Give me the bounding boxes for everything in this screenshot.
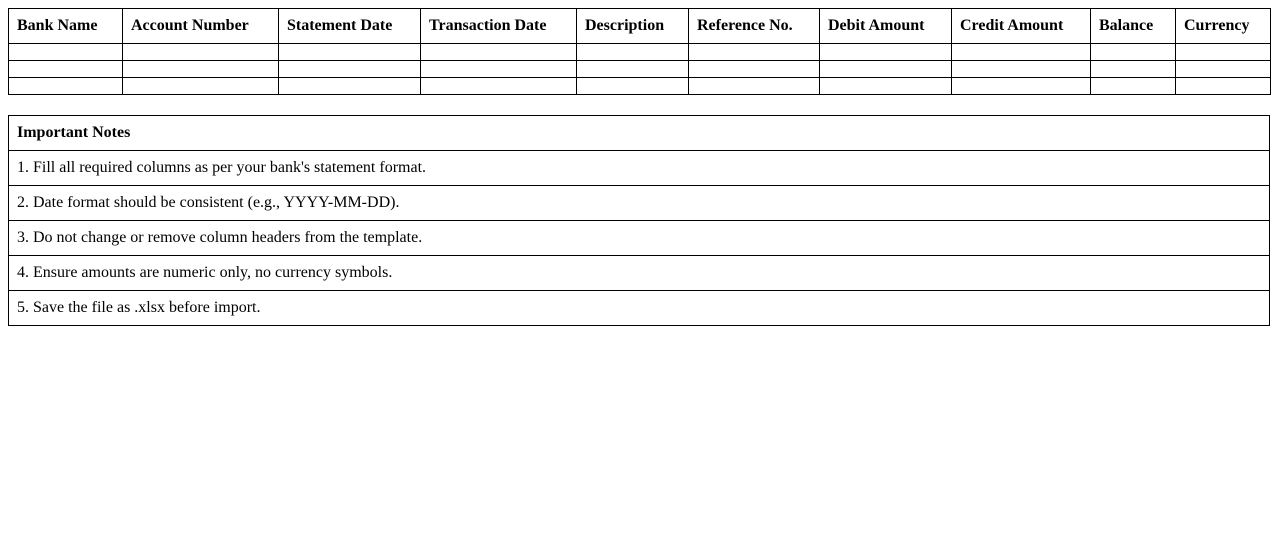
empty-cell — [688, 43, 820, 61]
empty-cell — [819, 60, 952, 78]
empty-data-row — [8, 60, 1271, 78]
note-row: 3. Do not change or remove column header… — [8, 220, 1270, 256]
empty-cell — [420, 43, 577, 61]
important-notes-table: Important Notes 1. Fill all required col… — [8, 115, 1270, 326]
empty-cell — [278, 77, 421, 95]
empty-cell — [1175, 60, 1271, 78]
empty-cell — [8, 43, 123, 61]
column-header-currency: Currency — [1175, 8, 1271, 44]
notes-header: Important Notes — [8, 115, 1270, 151]
column-header-debit-amount: Debit Amount — [819, 8, 952, 44]
note-item-4: 4. Ensure amounts are numeric only, no c… — [8, 255, 1270, 291]
empty-cell — [1090, 77, 1176, 95]
empty-cell — [1090, 43, 1176, 61]
empty-cell — [951, 60, 1091, 78]
column-header-description: Description — [576, 8, 689, 44]
note-item-5: 5. Save the file as .xlsx before import. — [8, 290, 1270, 326]
empty-cell — [951, 43, 1091, 61]
column-header-reference-no: Reference No. — [688, 8, 820, 44]
empty-cell — [819, 77, 952, 95]
empty-cell — [688, 77, 820, 95]
column-header-bank-name: Bank Name — [8, 8, 123, 44]
empty-cell — [1175, 77, 1271, 95]
empty-cell — [420, 60, 577, 78]
note-row: 5. Save the file as .xlsx before import. — [8, 290, 1270, 326]
empty-cell — [420, 77, 577, 95]
empty-cell — [8, 77, 123, 95]
empty-cell — [819, 43, 952, 61]
note-item-1: 1. Fill all required columns as per your… — [8, 150, 1270, 186]
column-header-balance: Balance — [1090, 8, 1176, 44]
note-row: 4. Ensure amounts are numeric only, no c… — [8, 255, 1270, 291]
empty-cell — [576, 77, 689, 95]
note-row: 2. Date format should be consistent (e.g… — [8, 185, 1270, 221]
empty-cell — [122, 77, 279, 95]
empty-cell — [122, 43, 279, 61]
empty-cell — [1090, 60, 1176, 78]
empty-cell — [576, 60, 689, 78]
column-header-transaction-date: Transaction Date — [420, 8, 577, 44]
empty-cell — [8, 60, 123, 78]
empty-cell — [1175, 43, 1271, 61]
column-header-account-number: Account Number — [122, 8, 279, 44]
column-header-credit-amount: Credit Amount — [951, 8, 1091, 44]
empty-cell — [951, 77, 1091, 95]
empty-data-row — [8, 77, 1271, 95]
note-item-3: 3. Do not change or remove column header… — [8, 220, 1270, 256]
statement-template-table: Bank Name Account Number Statement Date … — [8, 8, 1271, 95]
empty-cell — [122, 60, 279, 78]
note-item-2: 2. Date format should be consistent (e.g… — [8, 185, 1270, 221]
empty-cell — [688, 60, 820, 78]
empty-cell — [576, 43, 689, 61]
empty-cell — [278, 60, 421, 78]
empty-data-row — [8, 43, 1271, 61]
note-row: 1. Fill all required columns as per your… — [8, 150, 1270, 186]
empty-cell — [278, 43, 421, 61]
notes-header-row: Important Notes — [8, 115, 1270, 151]
column-header-statement-date: Statement Date — [278, 8, 421, 44]
statement-header-row: Bank Name Account Number Statement Date … — [8, 8, 1271, 44]
